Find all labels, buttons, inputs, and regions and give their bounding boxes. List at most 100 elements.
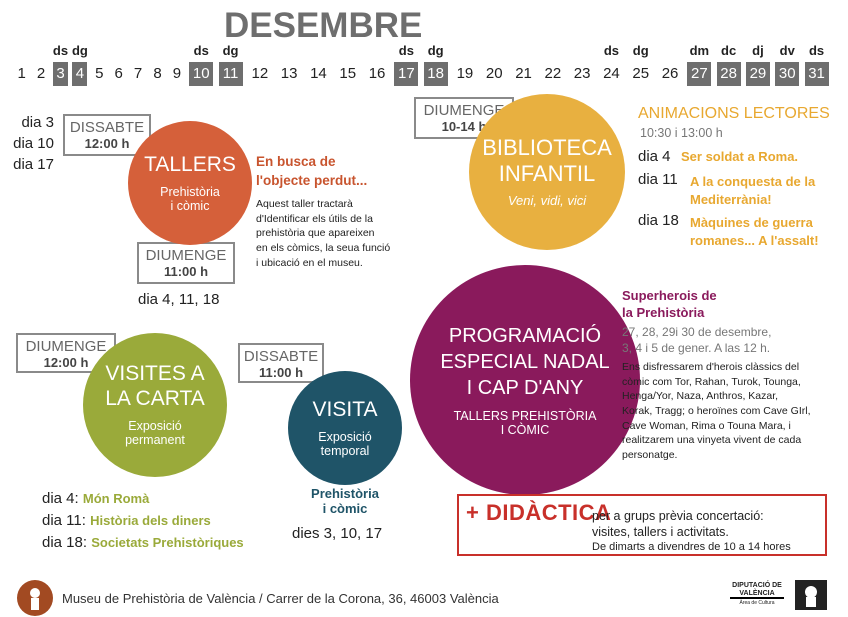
time: 12:00 h bbox=[84, 136, 130, 151]
day: 23 bbox=[573, 65, 591, 82]
date: dia 3 bbox=[21, 114, 54, 131]
circle-subtitle: Veni, vidi, vici bbox=[507, 192, 587, 208]
weekday: dg bbox=[632, 43, 649, 58]
heading: En busca de l'objecte perdut... bbox=[256, 154, 368, 188]
time: 10:30 i 13:00 h bbox=[640, 126, 723, 140]
weekday: DISSABTE bbox=[243, 348, 319, 365]
title: DESEMBRE bbox=[224, 6, 423, 45]
date: dia 4: bbox=[42, 490, 79, 507]
weekday: ds bbox=[193, 43, 209, 58]
date: dia 18: bbox=[42, 534, 88, 552]
weekday: ds bbox=[808, 43, 825, 58]
time: 12:00 h bbox=[43, 355, 89, 370]
heading: Prehistòria i còmic bbox=[311, 486, 379, 516]
weekday: DISSABTE bbox=[69, 119, 145, 136]
time: 11:00 h bbox=[163, 264, 209, 279]
dates: dia 3 dia 10 dia 17 bbox=[8, 112, 54, 175]
day: 13 bbox=[280, 65, 298, 82]
weekday: ds bbox=[603, 43, 620, 58]
date: dia 11: bbox=[42, 512, 86, 530]
circle: VISITA Exposició temporal bbox=[288, 371, 402, 485]
day: 17 bbox=[394, 62, 419, 86]
day: 2 bbox=[36, 65, 46, 82]
time: 11:00 h bbox=[258, 365, 304, 380]
date: dia 10 bbox=[13, 135, 54, 152]
day: 5 bbox=[95, 65, 104, 82]
day: 7 bbox=[133, 65, 143, 82]
weekday: dg bbox=[222, 43, 239, 58]
day: 29 bbox=[745, 62, 770, 86]
weekday: DIUMENGE bbox=[423, 102, 505, 119]
day: 10 bbox=[189, 62, 214, 86]
time-box: DIUMENGE 11:00 h bbox=[137, 242, 235, 284]
circle-subtitle: Exposició permanent bbox=[125, 418, 185, 448]
weekday: dj bbox=[752, 43, 764, 58]
weekday: DIUMENGE bbox=[25, 338, 107, 355]
day: 16 bbox=[368, 65, 386, 82]
day: 14 bbox=[310, 65, 327, 82]
circle-title: BIBLIOTECA INFANTIL bbox=[482, 135, 612, 186]
day: 6 bbox=[114, 65, 123, 82]
day: 9 bbox=[172, 65, 182, 82]
description: Aquest taller tractarà d'Identificar els… bbox=[256, 198, 391, 269]
time-box: DISSABTE 11:00 h bbox=[238, 343, 324, 383]
day: 15 bbox=[339, 65, 357, 82]
circle-subtitle: TALLERS PREHISTÒRIA I CÒMIC bbox=[453, 408, 597, 437]
heading: ANIMACIONS LECTORES bbox=[638, 105, 830, 122]
weekday: dg bbox=[71, 43, 88, 58]
day: 27 bbox=[687, 62, 712, 86]
day: 31 bbox=[804, 62, 829, 86]
description: Ens disfressarem d'herois clàssics del c… bbox=[622, 361, 811, 462]
didactica-line: De dimarts a divendres de 10 a 14 hores bbox=[592, 541, 791, 553]
dates: 27, 28, 29i 30 de desembre, 3, 4 i 5 de … bbox=[622, 325, 772, 356]
weekday: ds bbox=[52, 43, 69, 58]
day: 4 bbox=[72, 62, 88, 86]
date: dia 4 bbox=[638, 148, 671, 165]
weekday: DIUMENGE bbox=[145, 247, 227, 264]
day: 3 bbox=[53, 62, 68, 86]
weekday: ds bbox=[398, 43, 414, 58]
dates: dia 4, 11, 18 bbox=[138, 291, 220, 308]
item: Màquines de guerra romanes... A l'assalt… bbox=[690, 215, 819, 249]
dates: dies 3, 10, 17 bbox=[292, 525, 383, 542]
item: Societats Prehistòriques bbox=[91, 535, 244, 551]
day: 22 bbox=[544, 65, 562, 82]
day: 12 bbox=[251, 65, 269, 82]
weekday: dm bbox=[689, 43, 710, 58]
circle-title: PROGRAMACIÓ ESPECIAL NADAL I CAP D'ANY bbox=[440, 324, 610, 399]
address: Museu de Prehistòria de València / Carre… bbox=[62, 591, 499, 606]
logo-icon bbox=[795, 580, 827, 610]
day: 25 bbox=[632, 65, 650, 82]
day: 19 bbox=[456, 65, 474, 82]
circle: VISITES A LA CARTA Exposició permanent bbox=[83, 333, 227, 477]
day: 24 bbox=[603, 65, 620, 82]
visit-list: dia 4: Món Romà dia 11: Història dels di… bbox=[42, 488, 244, 554]
item: Ser soldat a Roma. bbox=[681, 149, 799, 164]
item: A la conquesta de la Mediterrània! bbox=[690, 174, 816, 208]
circle-subtitle: Exposició temporal bbox=[318, 429, 372, 459]
logo-text: DIPUTACIÓ DE VALÈNCIA bbox=[730, 582, 784, 600]
weekday: dv bbox=[779, 43, 795, 58]
circle-title: TALLERS bbox=[144, 152, 236, 176]
item: Món Romà bbox=[82, 491, 150, 506]
day: 26 bbox=[661, 65, 679, 82]
day: 11 bbox=[218, 62, 243, 86]
didactica-box bbox=[457, 494, 827, 556]
heading: Superherois de la Prehistòria bbox=[622, 288, 717, 320]
time: 10-14 h bbox=[441, 119, 487, 134]
day: 20 bbox=[485, 65, 503, 82]
didactica-line: per a grups prèvia concertació: bbox=[592, 509, 764, 523]
circle-title: VISITA bbox=[312, 397, 378, 421]
circle: TALLERS Prehistòria i còmic bbox=[128, 121, 252, 245]
museum-logo bbox=[17, 580, 53, 616]
time-box: DISSABTE 12:00 h bbox=[63, 114, 151, 156]
day: 21 bbox=[515, 65, 532, 82]
day: 18 bbox=[423, 62, 448, 86]
weekday: dc bbox=[721, 43, 737, 58]
day: 8 bbox=[153, 65, 162, 82]
didactica-title: + DIDÀCTICA bbox=[466, 500, 612, 525]
date: dia 18 bbox=[638, 212, 679, 229]
day: 28 bbox=[716, 62, 741, 86]
circle: PROGRAMACIÓ ESPECIAL NADAL I CAP D'ANY TA… bbox=[410, 265, 640, 495]
